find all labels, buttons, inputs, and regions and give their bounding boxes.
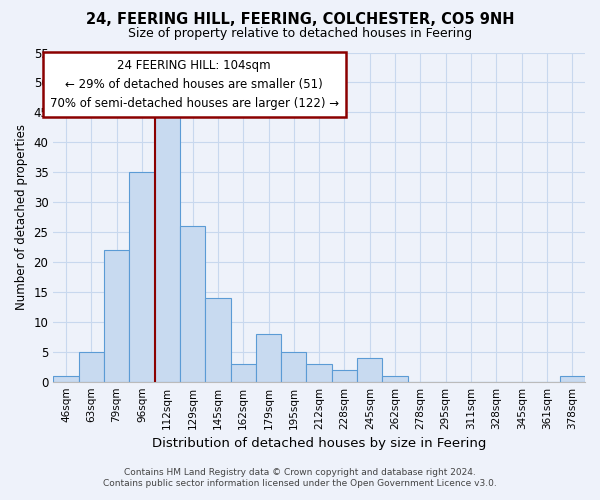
Bar — [281, 352, 307, 382]
Bar — [53, 376, 79, 382]
Bar — [560, 376, 585, 382]
Bar — [129, 172, 155, 382]
Bar — [180, 226, 205, 382]
Bar — [256, 334, 281, 382]
Text: Size of property relative to detached houses in Feering: Size of property relative to detached ho… — [128, 28, 472, 40]
Text: 24 FEERING HILL: 104sqm
← 29% of detached houses are smaller (51)
70% of semi-de: 24 FEERING HILL: 104sqm ← 29% of detache… — [50, 59, 339, 110]
Text: 24, FEERING HILL, FEERING, COLCHESTER, CO5 9NH: 24, FEERING HILL, FEERING, COLCHESTER, C… — [86, 12, 514, 28]
Bar — [155, 112, 180, 382]
Bar — [357, 358, 382, 382]
Y-axis label: Number of detached properties: Number of detached properties — [15, 124, 28, 310]
Bar — [332, 370, 357, 382]
Text: Contains HM Land Registry data © Crown copyright and database right 2024.
Contai: Contains HM Land Registry data © Crown c… — [103, 468, 497, 487]
Bar — [104, 250, 129, 382]
Bar — [79, 352, 104, 382]
Bar — [205, 298, 230, 382]
Bar — [307, 364, 332, 382]
X-axis label: Distribution of detached houses by size in Feering: Distribution of detached houses by size … — [152, 437, 487, 450]
Bar — [382, 376, 408, 382]
Bar — [230, 364, 256, 382]
